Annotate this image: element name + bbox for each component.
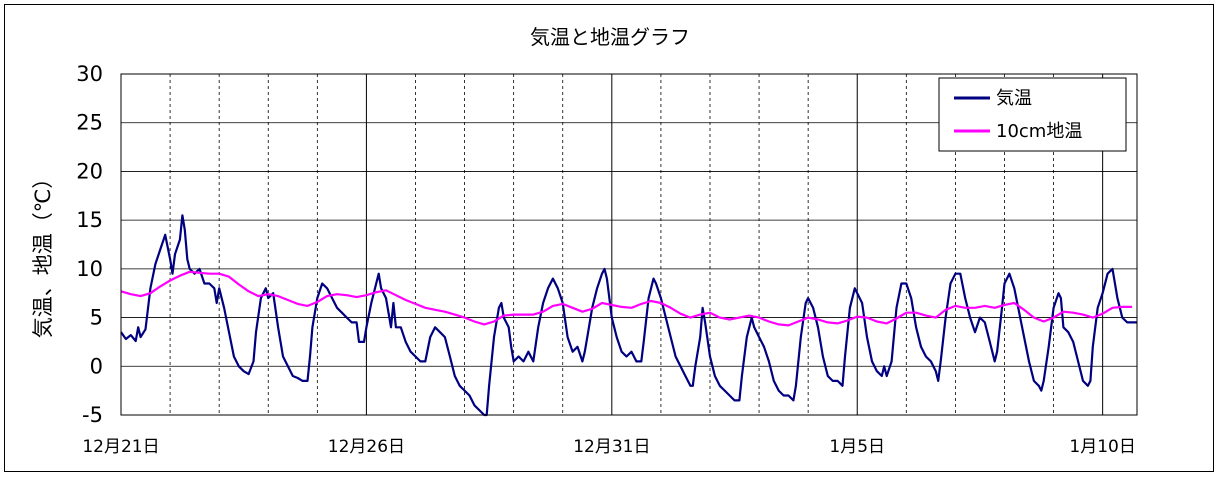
x-axis-ticks: 12月21日 12月26日 12月31日 1月5日 1月10日: [82, 437, 1136, 457]
x-tick-label: 12月26日: [328, 437, 405, 457]
legend-label: 気温: [996, 88, 1032, 109]
legend-box: [938, 77, 1127, 152]
y-tick-label: 15: [76, 208, 103, 232]
series-line-air-temp: [120, 214, 1137, 417]
x-tick-label: 1月5日: [829, 437, 885, 457]
y-axis-label: 気温、地温（℃）: [31, 168, 55, 339]
series-line-soil-temp: [120, 270, 1133, 327]
y-tick-label: 20: [76, 159, 103, 183]
y-tick-label: -5: [82, 403, 103, 427]
legend: 気温 10cm地温: [938, 77, 1127, 152]
plot-area-border: [120, 73, 1138, 416]
y-tick-label: 10: [76, 257, 103, 281]
series-group: [120, 214, 1137, 417]
x-tick-label: 12月31日: [573, 437, 650, 457]
y-tick-label: 5: [90, 306, 103, 330]
y-tick-label: 0: [90, 354, 103, 378]
x-tick-label: 1月10日: [1069, 437, 1135, 457]
y-axis-ticks: -5 0 5 10 15 20 25 30: [76, 62, 103, 427]
chart-title: 気温と地温グラフ: [530, 25, 690, 49]
x-tick-label: 12月21日: [82, 437, 159, 457]
y-tick-label: 25: [76, 111, 103, 135]
legend-label: 10cm地温: [996, 121, 1082, 142]
y-tick-label: 30: [76, 62, 103, 86]
